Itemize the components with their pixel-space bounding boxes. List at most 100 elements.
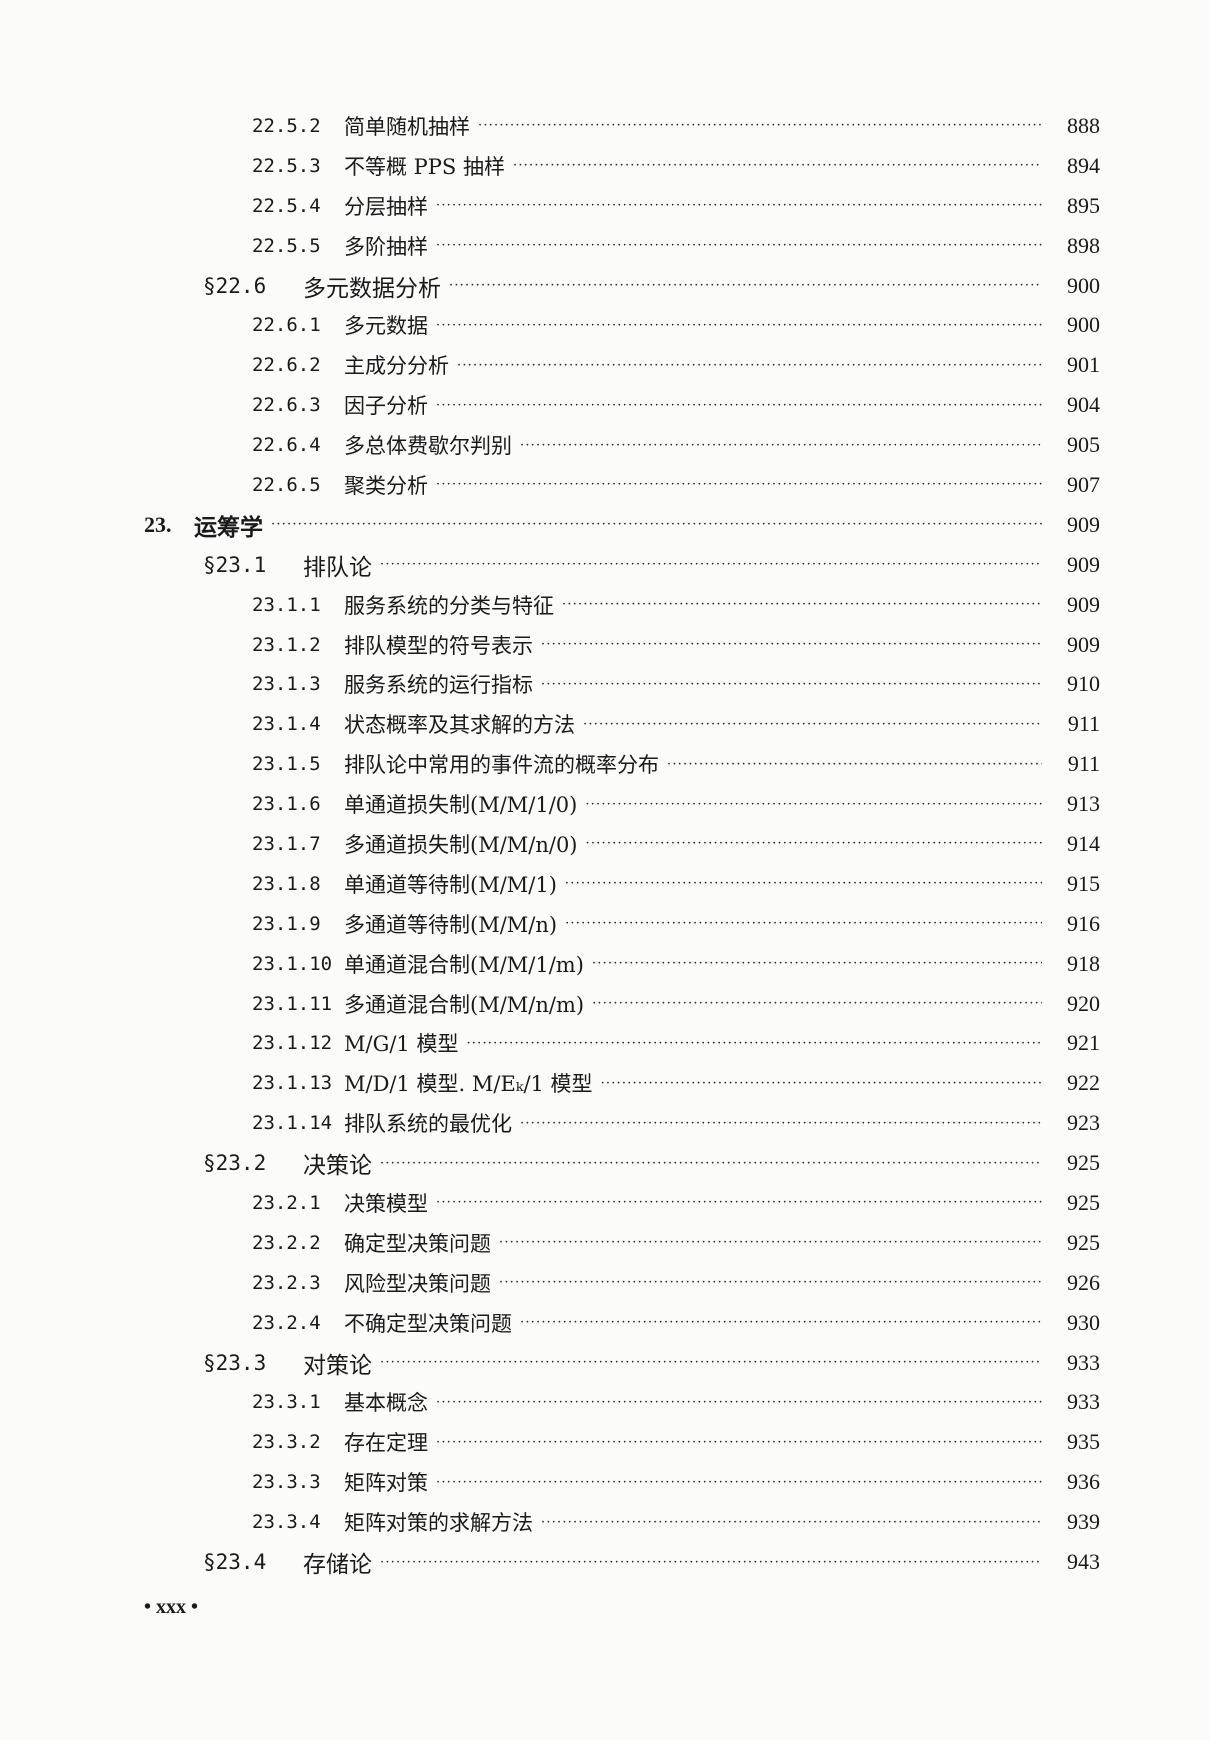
toc-entry: 23.1.1 服务系统的分类与特征 ························… — [0, 585, 1210, 625]
dot-leader: ········································… — [380, 558, 1042, 572]
page-number: 935 — [1067, 1429, 1100, 1455]
dot-leader: ········································… — [436, 1395, 1042, 1409]
toc-entry: 22.6.5 聚类分析 ······························… — [0, 465, 1210, 505]
section-title: 排队论中常用的事件流的概率分布 — [344, 753, 659, 778]
dot-leader: ········································… — [541, 1515, 1042, 1529]
dot-leader: ········································… — [585, 797, 1042, 811]
section-title: 存在定理 — [344, 1431, 428, 1456]
dot-leader: ········································… — [585, 837, 1042, 851]
section-number: 23.1.7 — [252, 832, 321, 855]
section-number: §23.1 — [203, 552, 267, 577]
dot-leader: ········································… — [520, 1316, 1042, 1330]
page-number: 923 — [1067, 1110, 1100, 1136]
page-number-footer: • xxx • — [144, 1596, 199, 1618]
dot-leader: ········································… — [541, 638, 1042, 652]
page-number: 888 — [1067, 112, 1100, 138]
page-number: 936 — [1067, 1469, 1100, 1495]
page-number: 898 — [1067, 232, 1100, 258]
page-number: 922 — [1067, 1070, 1100, 1096]
section-number: 22.5.3 — [252, 154, 321, 177]
page-number: 914 — [1067, 830, 1100, 856]
section-title: 对策论 — [303, 1352, 372, 1379]
dot-leader: ········································… — [520, 438, 1042, 452]
toc-entry: 23.2.4 不确定型决策问题 ··························… — [0, 1303, 1210, 1343]
section-title: 服务系统的分类与特征 — [344, 593, 554, 618]
dot-leader: ········································… — [436, 318, 1042, 332]
toc-entry: 23. 运筹学 ··································… — [0, 505, 1210, 545]
section-number: 22.5.5 — [252, 234, 321, 257]
dot-leader: ········································… — [436, 1196, 1042, 1210]
section-number: 23.2.3 — [252, 1271, 321, 1294]
dot-leader: ········································… — [478, 119, 1042, 133]
toc-entry: §23.3 对策论 ································… — [0, 1343, 1210, 1383]
section-number: §23.4 — [203, 1550, 267, 1574]
dot-leader: ········································… — [436, 478, 1042, 492]
page-number: 900 — [1067, 312, 1100, 338]
dot-leader: ········································… — [436, 398, 1042, 412]
section-number: 23.1.2 — [252, 633, 321, 656]
dot-leader: ········································… — [499, 1276, 1042, 1290]
page-number: 915 — [1067, 870, 1100, 896]
section-title: 因子分析 — [344, 394, 428, 419]
toc-entry: 23.1.4 状态概率及其求解的方法 ·······················… — [0, 704, 1210, 744]
page-number: 913 — [1067, 791, 1100, 817]
section-title: 运筹学 — [194, 513, 263, 541]
dot-leader: ········································… — [513, 159, 1042, 173]
section-title: 多总体费歇尔判别 — [344, 434, 512, 459]
toc-entry: 22.6.3 因子分析 ······························… — [0, 385, 1210, 425]
section-number: 22.6.4 — [252, 434, 321, 457]
section-title: 矩阵对策 — [344, 1471, 428, 1496]
page-number: 933 — [1067, 1349, 1100, 1375]
toc-entry: 23.1.9 多通道等待制(M/M/n) ·····················… — [0, 904, 1210, 944]
section-number: 22.5.2 — [252, 114, 321, 137]
section-number: 23.1.4 — [252, 713, 321, 736]
page-number: 909 — [1067, 511, 1100, 537]
toc-entry: 23.1.11 多通道混合制(M/M/n/m) ··················… — [0, 984, 1210, 1024]
section-number: 23.3.3 — [252, 1471, 321, 1494]
page-number: 907 — [1067, 471, 1100, 497]
toc-entry: 23.3.1 基本概念 ······························… — [0, 1383, 1210, 1423]
toc-entry: 23.1.12 M/G/1 模型 ·························… — [0, 1023, 1210, 1063]
section-number: 23.1.12 — [252, 1032, 333, 1055]
section-number: §23.3 — [203, 1350, 267, 1375]
section-title: 决策模型 — [344, 1191, 428, 1216]
dot-leader: ········································… — [449, 279, 1042, 292]
page-number: 926 — [1067, 1269, 1100, 1295]
table-of-contents: 22.5.2 简单随机抽样 ····························… — [0, 106, 1210, 1582]
section-number: 23.1.10 — [252, 952, 333, 975]
dot-leader: ········································… — [466, 1036, 1042, 1050]
toc-entry: 23.1.14 排队系统的最优化 ·························… — [0, 1103, 1210, 1143]
toc-entry: 23.3.3 矩阵对策 ······························… — [0, 1462, 1210, 1502]
page-number: 921 — [1067, 1030, 1100, 1056]
dot-leader: ········································… — [457, 358, 1042, 372]
section-title: 风险型决策问题 — [344, 1271, 491, 1296]
page-number: 933 — [1067, 1389, 1100, 1415]
section-number: 23.1.5 — [252, 753, 321, 776]
page-number: 943 — [1067, 1549, 1100, 1574]
section-title: 排队论 — [303, 554, 372, 581]
toc-entry: 22.6.4 多总体费歇尔判别 ··························… — [0, 425, 1210, 465]
section-number: 23. — [144, 511, 172, 537]
dot-leader: ········································… — [562, 598, 1042, 612]
page-number: 925 — [1067, 1229, 1100, 1255]
toc-entry: 23.1.3 服务系统的运行指标 ·························… — [0, 664, 1210, 704]
toc-entry: 23.2.3 风险型决策问题 ···························… — [0, 1263, 1210, 1303]
toc-entry: 23.1.2 排队模型的符号表示 ·························… — [0, 625, 1210, 665]
section-title: 多通道损失制(M/M/n/0) — [344, 832, 578, 857]
dot-leader: ········································… — [436, 239, 1042, 253]
section-number: §22.6 — [203, 273, 267, 298]
page-number: 910 — [1067, 671, 1100, 697]
section-title: 多通道混合制(M/M/n/m) — [344, 992, 585, 1017]
section-number: 22.5.4 — [252, 194, 321, 217]
page-number: 920 — [1067, 990, 1100, 1016]
dot-leader: ········································… — [592, 997, 1042, 1011]
section-number: 23.1.11 — [252, 992, 333, 1015]
section-title: 确定型决策问题 — [344, 1231, 491, 1256]
section-title: 多元数据分析 — [303, 275, 441, 302]
toc-entry: 23.1.13 M/D/1 模型. M/Eₖ/1 模型 ··············… — [0, 1063, 1210, 1103]
dot-leader: ········································… — [380, 1156, 1042, 1170]
page-number: 916 — [1067, 910, 1100, 936]
section-number: 22.6.2 — [252, 354, 321, 377]
section-title: 基本概念 — [344, 1391, 428, 1416]
page-number: 909 — [1067, 551, 1100, 577]
